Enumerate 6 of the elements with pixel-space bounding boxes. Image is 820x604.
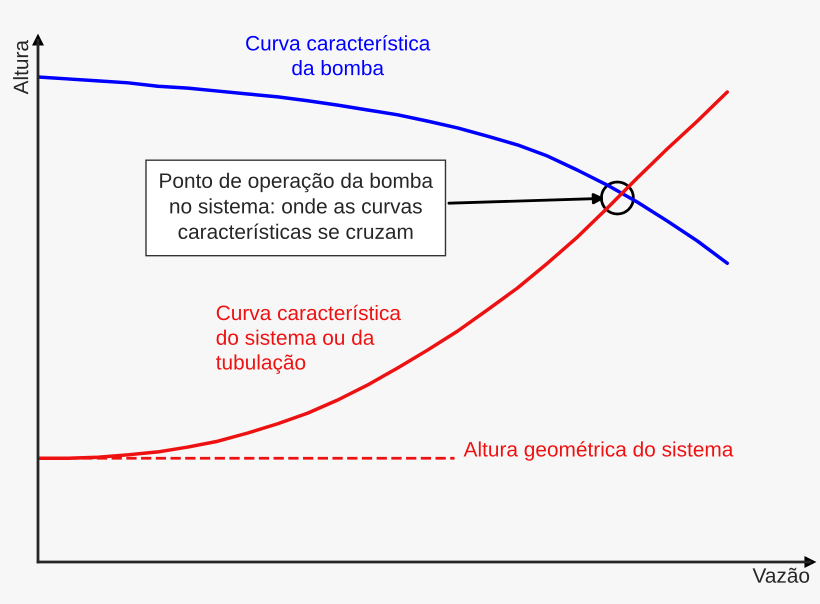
y-axis-title: Altura [13,40,28,94]
series-label: Curva característica do sistema ou da tubulação [216,304,401,374]
ref-line-label: Altura geométrica do sistema [464,441,734,461]
annotation: Ponto de operação da bomba no sistema: onde as curvas características se cruzam [160,172,433,240]
x-axis-title: Vazão [752,568,810,583]
series-label: Curva característica da bomba [246,35,430,76]
